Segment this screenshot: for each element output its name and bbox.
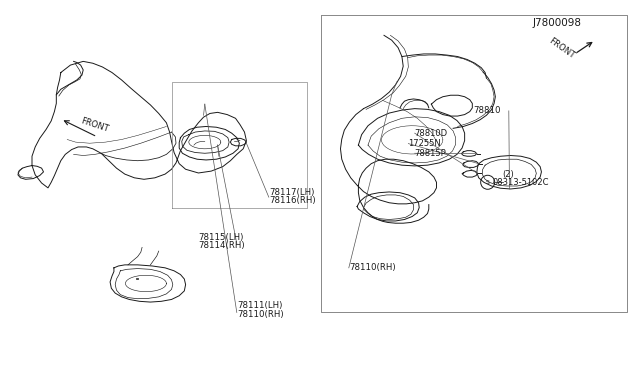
Text: 78815P: 78815P [415,149,447,158]
Text: J7800098: J7800098 [532,18,581,28]
Text: 78115(LH): 78115(LH) [198,233,244,242]
Text: (2): (2) [502,170,514,179]
Text: 78810: 78810 [474,106,501,115]
Text: FRONT: FRONT [547,36,576,61]
Text: 78116(RH): 78116(RH) [269,196,316,205]
Text: 78810D: 78810D [415,129,448,138]
Text: 78110(RH): 78110(RH) [237,310,284,319]
Text: 08313-5102C: 08313-5102C [493,178,549,187]
Text: 78110(RH): 78110(RH) [349,263,396,272]
Text: 78111(LH): 78111(LH) [237,301,282,310]
Text: 78117(LH): 78117(LH) [269,188,314,197]
Text: 17255N: 17255N [408,139,441,148]
Text: FRONT: FRONT [80,117,110,134]
Text: S: S [486,180,490,185]
Text: 78114(RH): 78114(RH) [198,241,245,250]
